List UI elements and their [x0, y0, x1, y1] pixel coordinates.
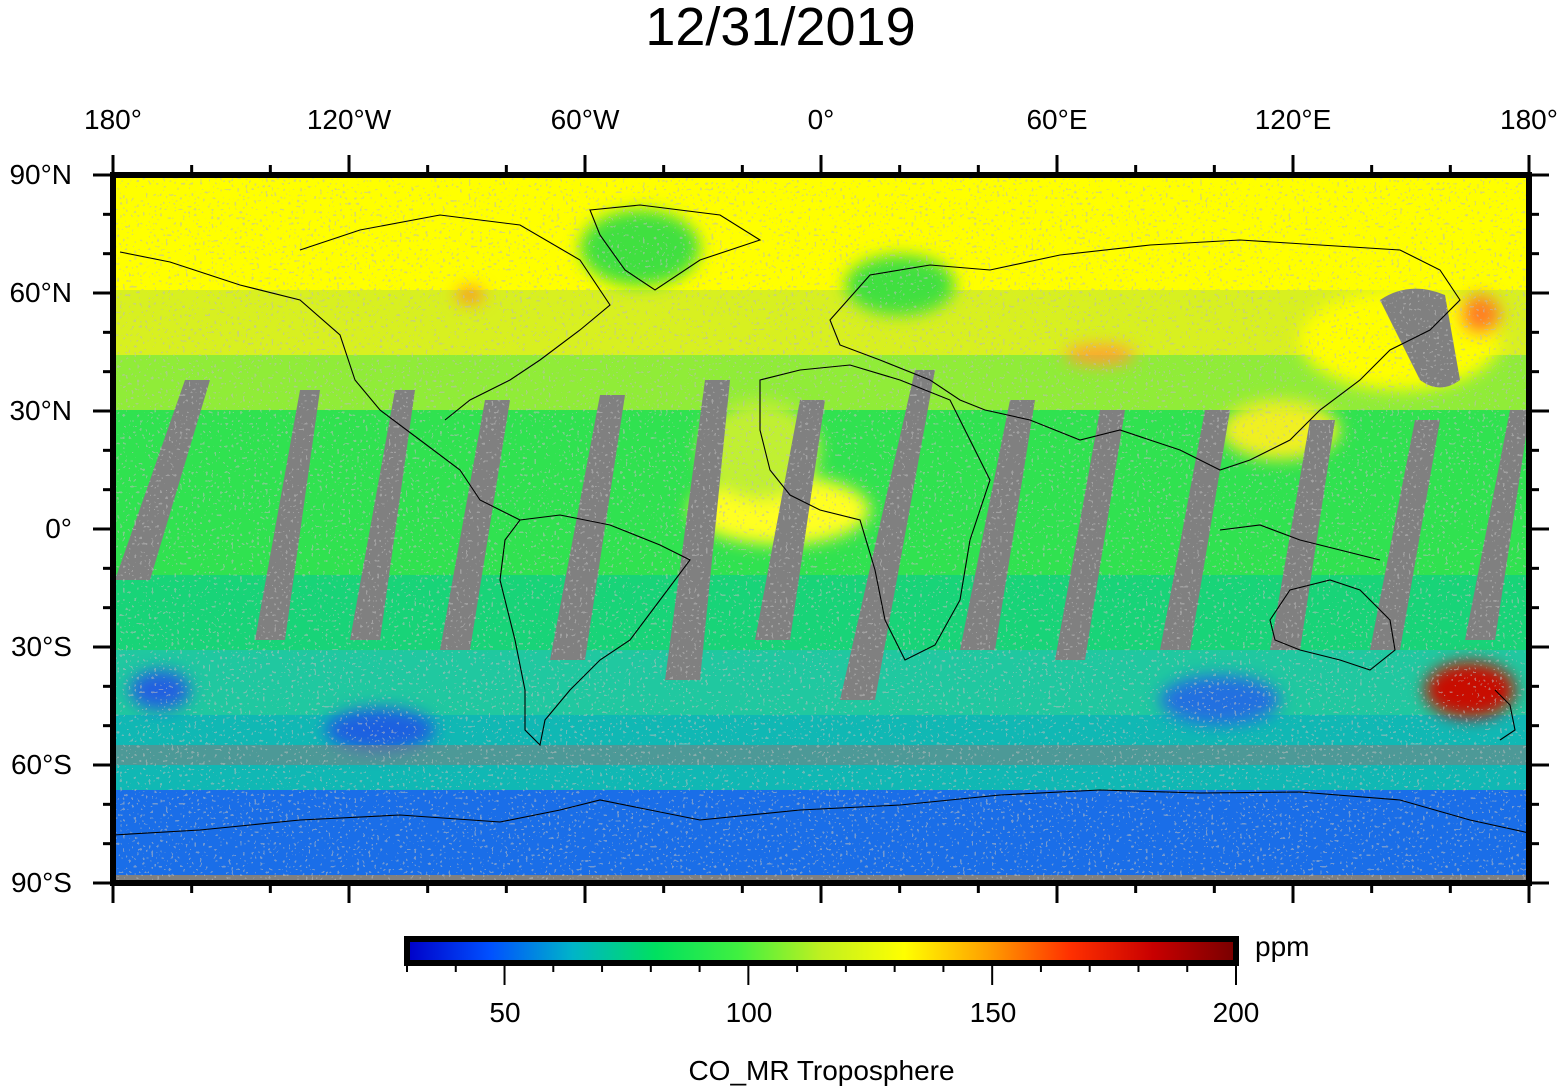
lon-label-120w: 120°W	[306, 104, 392, 135]
lat-label-30s: 30°S	[10, 631, 72, 662]
lat-label-60n: 60°N	[9, 277, 72, 308]
lat-label-0: 0°	[45, 513, 72, 544]
colorbar-tick-50: 50	[489, 997, 521, 1028]
lon-label-0: 0°	[807, 104, 835, 135]
lat-label-30n: 30°N	[9, 395, 72, 426]
co-data-field	[113, 175, 1529, 883]
colorbar-ticks	[406, 963, 1237, 985]
colorbar-unit: ppm	[1255, 931, 1310, 962]
colorbar-label: CO_MR Troposphere	[688, 1055, 955, 1086]
colorbar	[404, 936, 1239, 966]
map-title: 12/31/2019	[645, 0, 916, 57]
lon-label-60w: 60°W	[550, 104, 620, 135]
colorbar-tick-200: 200	[1212, 997, 1260, 1028]
colorbar-tick-100: 100	[725, 997, 773, 1028]
lat-label-90n: 90°N	[9, 159, 72, 190]
lon-label-180w: 180°	[84, 104, 142, 135]
lon-label-180e: 180°	[1500, 104, 1558, 135]
lat-label-60s: 60°S	[10, 749, 72, 780]
colorbar-tick-150: 150	[969, 997, 1017, 1028]
lon-label-120e: 120°E	[1254, 104, 1332, 135]
axis-ticks	[93, 155, 1549, 903]
lon-label-60e: 60°E	[1026, 104, 1088, 135]
lat-label-90s: 90°S	[10, 867, 72, 898]
